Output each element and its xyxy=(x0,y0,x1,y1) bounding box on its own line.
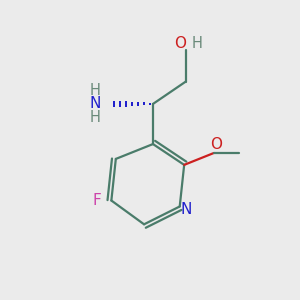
Text: N: N xyxy=(181,202,192,217)
Text: N: N xyxy=(89,96,101,111)
Text: O: O xyxy=(210,137,222,152)
Text: F: F xyxy=(92,193,101,208)
Text: H: H xyxy=(191,35,203,50)
Text: O: O xyxy=(174,35,186,50)
Text: H: H xyxy=(90,110,101,125)
Text: H: H xyxy=(90,83,101,98)
